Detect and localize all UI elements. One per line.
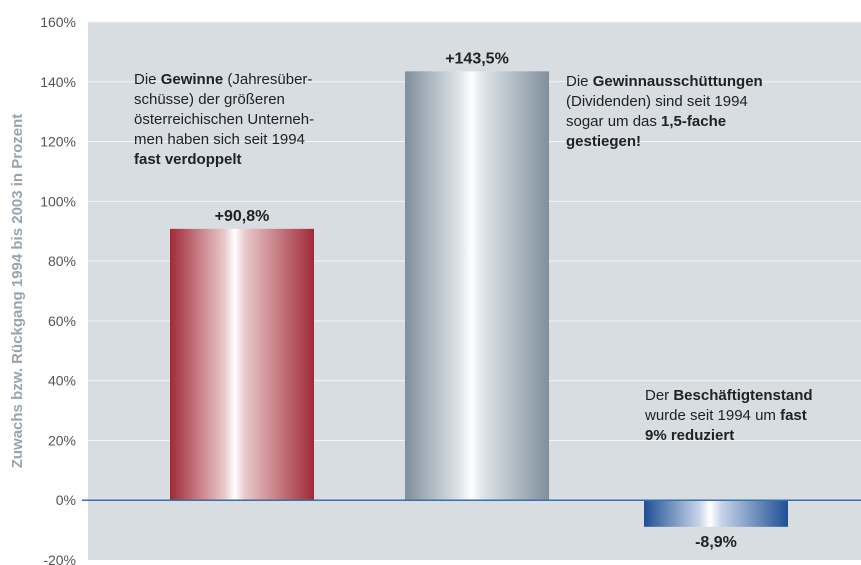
data-labels: +90,8% +143,5% -8,9% bbox=[215, 50, 737, 551]
annotation-text: Die bbox=[134, 71, 161, 88]
annotation-text: schüsse) der größeren bbox=[134, 91, 285, 108]
y-tick-label: 60% bbox=[48, 313, 76, 329]
annotation-emphasis: fast bbox=[780, 407, 807, 424]
annotation-beschaeftigtenstand: Der Beschäftigtenstand wurde seit 1994 um… bbox=[645, 386, 813, 446]
y-tick-label: 20% bbox=[48, 432, 76, 448]
y-tick-label: 100% bbox=[40, 193, 76, 209]
annotation-gewinne: Die Gewinne (Jahresüber-schüsse) der grö… bbox=[134, 70, 314, 170]
annotation-emphasis: Gewinne bbox=[160, 71, 224, 88]
data-label: +90,8% bbox=[215, 208, 270, 225]
annotation-text: sogar um das bbox=[566, 113, 662, 130]
bar bbox=[170, 228, 314, 501]
annotation-text: Der bbox=[645, 387, 674, 404]
y-tick-label: 120% bbox=[40, 134, 76, 150]
data-label: +143,5% bbox=[445, 50, 509, 67]
y-tick-label: -20% bbox=[43, 552, 76, 565]
bar bbox=[405, 71, 549, 501]
annotation-gewinnausschuettungen: Die Gewinnausschüttungen (Dividenden) sin… bbox=[566, 72, 763, 152]
data-label: -8,9% bbox=[695, 534, 737, 551]
annotation-text: wurde seit 1994 um bbox=[645, 407, 781, 424]
y-axis-label: Zuwachs bzw. Rückgang 1994 bis 2003 in P… bbox=[9, 114, 26, 469]
y-tick-label: 40% bbox=[48, 373, 76, 389]
y-tick-label: 80% bbox=[48, 253, 76, 269]
annotation-emphasis: 1,5-fache bbox=[661, 113, 727, 130]
annotation-text: (Jahresüber- bbox=[223, 71, 313, 88]
annotation-text: men haben sich seit 1994 bbox=[134, 131, 305, 148]
y-tick-label: 0% bbox=[56, 492, 76, 508]
y-axis-ticks: -20% 0% 20% 40% 60% 80% 100% 120% 140% 160% bbox=[40, 14, 76, 565]
bars bbox=[170, 71, 788, 527]
annotation-text: Die bbox=[566, 73, 593, 90]
y-tick-label: 140% bbox=[40, 74, 76, 90]
annotation-emphasis: gestiegen! bbox=[566, 133, 642, 150]
annotation-emphasis: Beschäftigtenstand bbox=[673, 387, 813, 404]
annotation-text: (Dividenden) sind seit 1994 bbox=[566, 93, 748, 110]
annotation-text: österreichischen Unterneh- bbox=[134, 111, 315, 128]
bar bbox=[644, 500, 788, 527]
annotation-emphasis: 9% reduziert bbox=[645, 427, 735, 444]
y-tick-label: 160% bbox=[40, 14, 76, 30]
annotation-emphasis: fast verdoppelt bbox=[134, 151, 242, 168]
annotation-emphasis: Gewinnausschüttungen bbox=[592, 73, 763, 90]
